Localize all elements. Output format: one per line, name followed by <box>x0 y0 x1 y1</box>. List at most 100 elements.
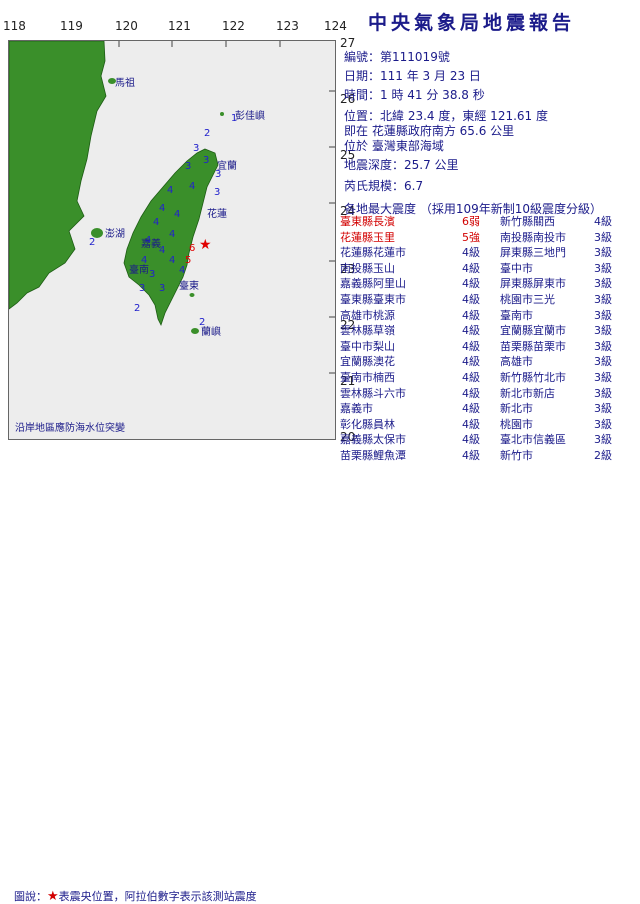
intensity-level: 4級 <box>462 246 480 260</box>
intensity-station-name: 嘉義縣太保市 <box>340 433 406 447</box>
intensity-station-name: 嘉義縣阿里山 <box>340 277 406 291</box>
taiwan-island <box>123 148 219 327</box>
report-panel: 中央氣象局地震報告 編號：第111019號 日期：111 年 3 月 23 日 … <box>338 0 638 462</box>
legend-bar: 圖說：★表震央位置，阿拉伯數字表示該測站震度 <box>0 440 640 904</box>
intensity-level: 4級 <box>462 448 480 462</box>
intensity-level: 3級 <box>594 230 612 244</box>
penghu-island <box>91 228 103 238</box>
lat-label: 24 <box>340 204 356 218</box>
intensity-level: 4級 <box>462 292 480 306</box>
coastal-warning: 沿岸地區應防海水位突變 <box>15 421 125 434</box>
report-depth-row: 地震深度：25.7 公里 <box>344 156 459 173</box>
report-number-row: 編號：第111019號 <box>344 48 450 65</box>
intensity-level: 4級 <box>462 417 480 431</box>
intensity-level: 3級 <box>594 261 612 275</box>
intensity-mark: 4 <box>153 217 159 228</box>
intensity-left-levels: 6弱 5強 4級 4級 4級 4級 4級 4級 4級 4級 4級 4級 4級 4級 4級 4級 <box>462 214 498 464</box>
intensity-mark: 4 <box>159 245 165 256</box>
intensity-station-name: 高雄市 <box>500 355 533 369</box>
legend-description: 表震央位置，阿拉伯數字表示該測站震度 <box>58 890 257 903</box>
intensity-mark: 6 <box>189 243 195 254</box>
intensity-station-name: 新北市新店 <box>500 386 555 400</box>
intensity-level: 4級 <box>462 277 480 291</box>
report-region-line: 位於 臺灣東部海域 <box>344 139 444 153</box>
lat-label: 22 <box>340 318 356 332</box>
place-label: 臺東 <box>179 279 199 292</box>
report-time-label: 時間： <box>344 88 381 102</box>
lat-label: 21 <box>340 374 356 388</box>
intensity-station-name: 高雄市桃源 <box>340 308 395 322</box>
intensity-station-name: 彰化縣員林 <box>340 417 395 431</box>
report-near-line: 即在 花蓮縣政府南方 65.6 公里 <box>344 124 515 138</box>
intensity-mark: 4 <box>145 235 151 246</box>
mainland-coast <box>9 41 107 310</box>
intensity-mark: 3 <box>193 143 199 154</box>
lon-label: 121 <box>168 19 191 33</box>
intensity-level: 6弱 <box>462 215 480 228</box>
intensity-level: 3級 <box>594 246 612 260</box>
intensity-mark: 3 <box>185 161 191 172</box>
green-island <box>189 293 195 297</box>
intensity-station-name: 雲林縣斗六市 <box>340 386 406 400</box>
report-number-label: 編號： <box>344 50 381 64</box>
intensity-level: 2級 <box>594 448 612 462</box>
intensity-level: 3級 <box>594 308 612 322</box>
intensity-station-name: 新竹縣關西 <box>500 215 555 228</box>
intensity-mark: 4 <box>159 203 165 214</box>
taiwan-map: ★ 1 2 3 3 3 4 4 4 4 4 4 4 4 4 4 3 3 3 4 … <box>9 41 335 434</box>
legend-text: 圖說：★表震央位置，阿拉伯數字表示該測站震度 <box>14 888 257 904</box>
place-label: 蘭嶼 <box>201 325 221 338</box>
report-date-label: 日期： <box>344 69 381 83</box>
place-label: 嘉義 <box>141 237 161 250</box>
legend-label: 圖說： <box>14 890 47 903</box>
intensity-station-name: 新北市 <box>500 402 533 416</box>
intensity-mark: 4 <box>179 265 185 276</box>
intensity-mark: 2 <box>204 128 210 139</box>
intensity-level: 4級 <box>462 386 480 400</box>
lon-label: 118 <box>3 19 26 33</box>
intensity-station-name: 臺南市楠西 <box>340 370 395 384</box>
intensity-station-name: 南投縣南投市 <box>500 230 566 244</box>
lon-label: 120 <box>115 19 138 33</box>
intensity-right-places: 新竹縣關西 南投縣南投市 屏東縣三地門 臺中市 屏東縣屏東市 桃園市三光 臺南市 宜蘭縣宜蘭市… <box>500 214 600 464</box>
report-time: 1 時 41 分 38.8 秒 <box>380 88 485 102</box>
intensity-station-name: 嘉義市 <box>340 402 373 416</box>
intensity-station-name: 新竹市 <box>500 448 533 462</box>
intensity-mark: 4 <box>169 229 175 240</box>
intensity-mark: 4 <box>169 255 175 266</box>
intensity-left-places: 臺東縣長濱 花蓮縣玉里 花蓮縣花蓮市 南投縣玉山 嘉義縣阿里山 臺東縣臺東市 高雄市桃源 雲林… <box>340 214 458 464</box>
intensity-level: 5強 <box>462 230 480 244</box>
intensity-mark: 2 <box>199 317 205 328</box>
report-magnitude-row: 芮氏規模：6.7 <box>344 177 423 194</box>
lat-label: 20 <box>340 430 356 444</box>
epicenter-star-icon: ★ <box>199 237 212 253</box>
intensity-station-name: 臺中市梨山 <box>340 339 395 353</box>
intensity-right-levels: 4級 3級 3級 3級 3級 3級 3級 3級 3級 3級 3級 3級 3級 3級 3級 2級 <box>594 214 630 464</box>
intensity-mark: 4 <box>174 209 180 220</box>
lon-label: 122 <box>222 19 245 33</box>
intensity-station-name: 桃園市 <box>500 417 533 431</box>
map-panel: ★ 1 2 3 3 3 4 4 4 4 4 4 4 4 4 4 3 3 3 4 … <box>8 40 336 440</box>
lat-label: 26 <box>340 92 356 106</box>
intensity-mark: 3 <box>215 169 221 180</box>
intensity-level: 4級 <box>462 402 480 416</box>
intensity-station-name: 臺東縣長濱 <box>340 215 395 228</box>
intensity-station-name: 桃園市三光 <box>500 292 555 306</box>
lon-label: 123 <box>276 19 299 33</box>
intensity-station-name: 花蓮縣花蓮市 <box>340 246 406 260</box>
intensity-mark: 4 <box>189 181 195 192</box>
intensity-station-name: 南投縣玉山 <box>340 261 395 275</box>
intensity-station-name: 雲林縣草嶺 <box>340 324 395 338</box>
intensity-level: 4級 <box>462 433 480 447</box>
intensity-level: 4級 <box>462 324 480 338</box>
lanyu-island <box>191 328 199 334</box>
intensity-level: 3級 <box>594 292 612 306</box>
intensity-mark: 3 <box>203 155 209 166</box>
legend-star-icon: ★ <box>47 889 59 904</box>
intensity-station-name: 宜蘭縣宜蘭市 <box>500 324 566 338</box>
lon-label: 124 <box>324 19 347 33</box>
place-label: 花蓮 <box>207 207 227 220</box>
intensity-mark: 1 <box>231 113 237 124</box>
intensity-level: 3級 <box>594 370 612 384</box>
report-location-row: 位置：北緯 23.4 度，東經 121.61 度 <box>344 107 548 124</box>
